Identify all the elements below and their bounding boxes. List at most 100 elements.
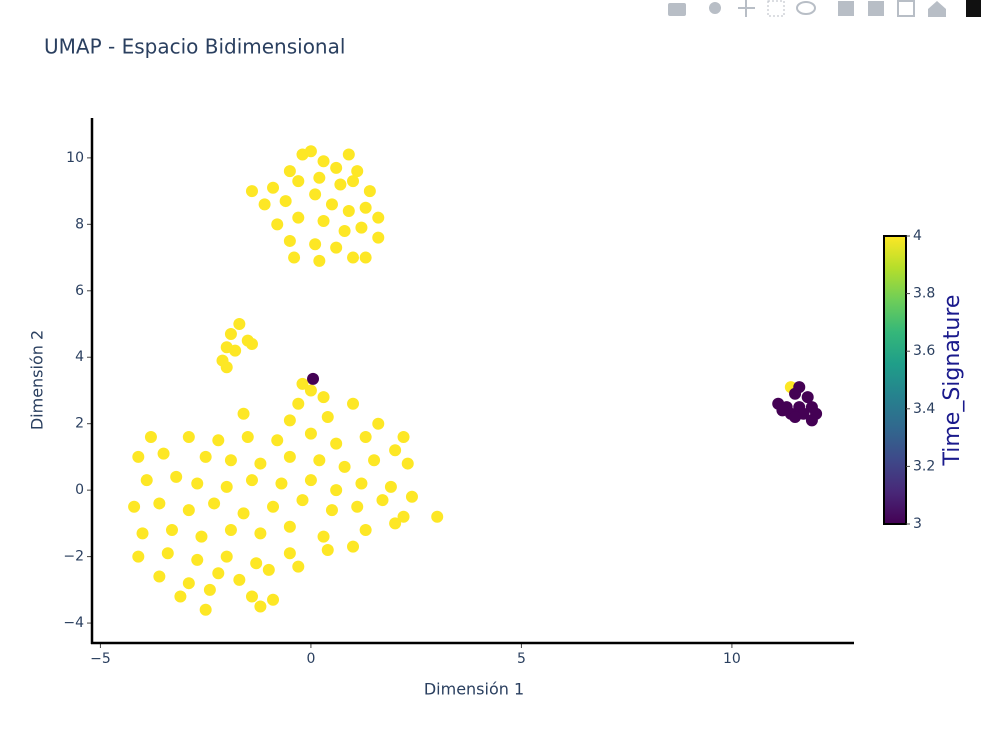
chart-title: UMAP - Espacio Bidimensional [44, 35, 345, 59]
colorbar-tick-label: 3.8 [913, 286, 935, 302]
point [405, 490, 418, 503]
point [283, 520, 296, 533]
point [283, 165, 296, 178]
zoom-in-icon[interactable] [838, 1, 854, 16]
point [140, 474, 153, 487]
point [309, 188, 322, 201]
point [170, 470, 183, 483]
point [359, 430, 372, 443]
point [359, 251, 372, 264]
pan-icon[interactable] [738, 0, 755, 17]
point [229, 344, 242, 357]
modebar[interactable] [668, 0, 981, 17]
point [144, 430, 157, 443]
colorbar-tick-label: 3.6 [913, 343, 935, 359]
zoom-icon[interactable] [709, 2, 721, 14]
point [224, 327, 237, 340]
point [313, 254, 326, 267]
point [372, 417, 385, 430]
point [338, 224, 351, 237]
point [805, 414, 818, 427]
point [397, 430, 410, 443]
point [279, 195, 292, 208]
point [355, 477, 368, 490]
point [372, 231, 385, 244]
point [304, 384, 317, 397]
point [153, 570, 166, 583]
point [304, 145, 317, 158]
colorbar-tick-label: 3.4 [913, 401, 935, 417]
point [191, 477, 204, 490]
point [342, 148, 355, 161]
point [384, 480, 397, 493]
point [304, 427, 317, 440]
point [136, 527, 149, 540]
point [296, 377, 309, 390]
point [283, 547, 296, 560]
point [347, 251, 360, 264]
camera-icon[interactable] [668, 3, 686, 16]
point [267, 593, 280, 606]
point [233, 573, 246, 586]
point [325, 198, 338, 211]
point [161, 547, 174, 560]
x-tick-label: 10 [723, 651, 741, 667]
point [132, 550, 145, 563]
point [220, 480, 233, 493]
point [271, 218, 284, 231]
point [212, 567, 225, 580]
y-axis-title: Dimensión 2 [28, 330, 47, 430]
point [307, 372, 320, 385]
colorbar-title: Time_Signature [940, 295, 965, 467]
point [801, 391, 814, 404]
point [292, 211, 305, 224]
point [431, 510, 444, 523]
point [334, 178, 347, 191]
points [128, 145, 823, 616]
point [397, 510, 410, 523]
point [254, 527, 267, 540]
point [776, 404, 789, 417]
point [283, 450, 296, 463]
point [271, 434, 284, 447]
colorbar-tick-label: 3 [913, 516, 922, 532]
colorbar-tick-label: 3.2 [913, 458, 935, 474]
point [195, 530, 208, 543]
point [220, 550, 233, 563]
point [182, 504, 195, 517]
point [359, 524, 372, 537]
point [224, 524, 237, 537]
point [203, 583, 216, 596]
point [789, 411, 802, 424]
point [389, 444, 402, 457]
select-icon[interactable] [767, 0, 785, 17]
point [313, 454, 326, 467]
point [157, 447, 170, 460]
point [317, 155, 330, 168]
point [208, 497, 221, 510]
zoom-out-icon[interactable] [868, 1, 884, 16]
point [191, 553, 204, 566]
point [275, 477, 288, 490]
point [401, 457, 414, 470]
point [309, 238, 322, 251]
point [355, 221, 368, 234]
point [317, 391, 330, 404]
y-tick-label: −2 [63, 549, 84, 565]
point [237, 407, 250, 420]
plotly-logo[interactable] [966, 0, 981, 17]
point [233, 318, 246, 331]
lasso-icon[interactable] [796, 1, 816, 15]
point [128, 500, 141, 513]
y-tick-label: 6 [75, 283, 84, 299]
point [789, 387, 802, 400]
point [321, 411, 334, 424]
point [363, 185, 376, 198]
point [292, 560, 305, 573]
colorbar [883, 235, 907, 525]
point [132, 450, 145, 463]
point [359, 201, 372, 214]
autoscale-icon[interactable] [897, 0, 915, 17]
home-icon[interactable] [928, 1, 946, 17]
